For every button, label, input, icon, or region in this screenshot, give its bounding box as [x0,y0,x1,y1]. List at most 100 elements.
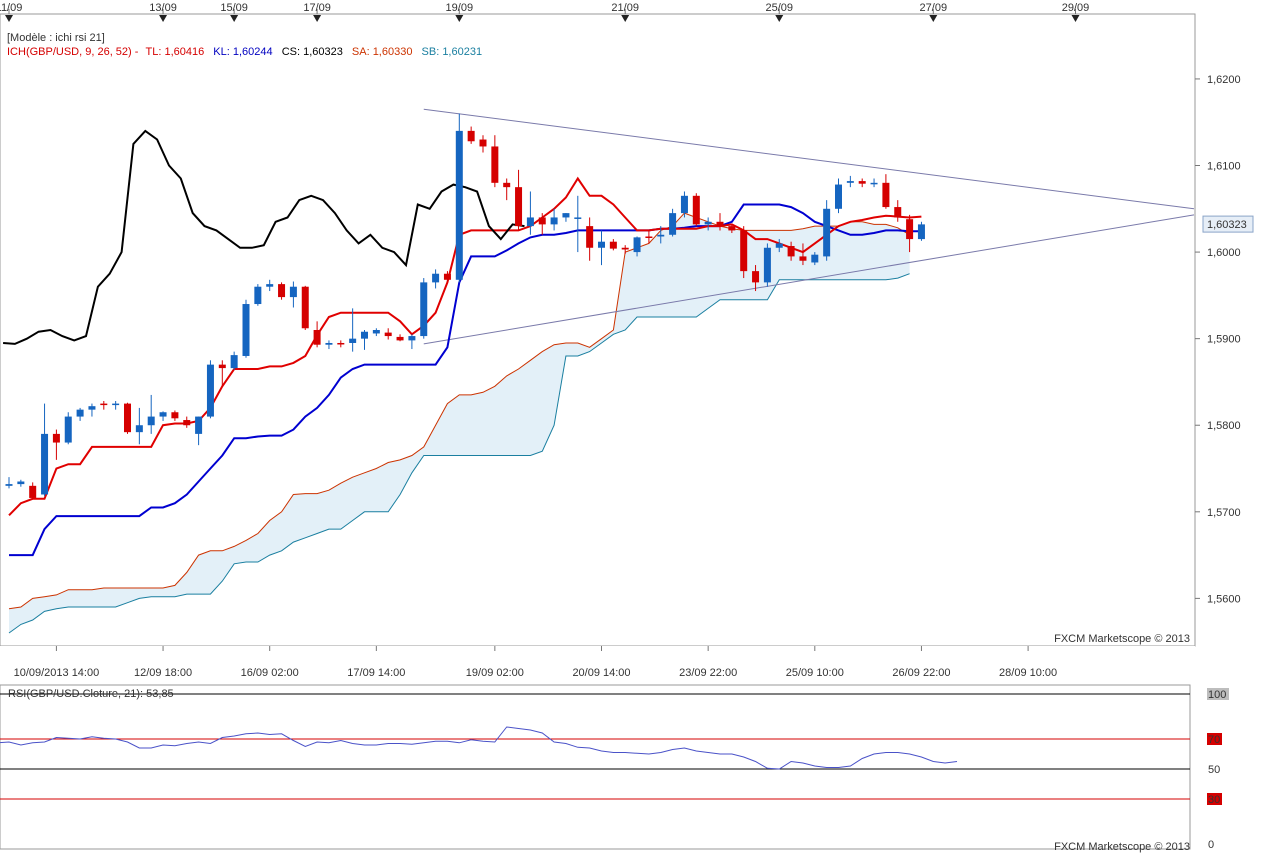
candle-body-down [301,286,309,329]
candle-body-down [171,412,179,419]
time-axis-label: 23/09 22:00 [679,667,737,679]
time-axis-label: 25/09 10:00 [786,667,844,679]
top-axis-date-label: 19/09 [446,2,474,14]
candle-body-up [574,217,582,219]
candle-body-down [503,182,511,188]
candle-body-up [372,330,380,334]
candle-body-down [906,219,914,240]
candle-body-down [491,146,499,183]
chikou-value: CS: 1,60323 [281,46,343,58]
candle-body-up [408,336,416,341]
rsi-tick-label: 70 [1208,734,1220,746]
candle-body-up [41,433,49,495]
candle-body-up [289,286,297,298]
top-axis-date-label: 21/09 [611,2,639,14]
senkou-b-value: SB: 1,60231 [421,46,483,58]
candle-body-down [396,336,404,341]
rsi-legend: RSI(GBP/USD.Cloture, 21): 53,85 [8,688,174,700]
main-panel: FXCM Marketscope © 2013 [0,13,1200,647]
candle-body-up [432,273,440,283]
candle-body-up [325,342,333,345]
price-tick-label: 1,5600 [1207,593,1241,605]
rsi-tick-label: 100 [1208,689,1226,701]
candle-body-down [621,247,629,250]
candle-body-up [917,224,925,240]
time-axis-label: 19/09 02:00 [466,667,524,679]
kijun-value: KL: 1,60244 [213,46,273,58]
candlesticks [5,113,925,499]
price-tick-label: 1,5800 [1207,420,1241,432]
candle-body-up [704,221,712,225]
candle-body-down [52,433,60,443]
candle-body-up [846,181,854,183]
rsi-plot-background [0,684,1191,850]
time-axis-background [0,646,1195,685]
candle-body-down [645,236,653,238]
rsi-tick-label: 0 [1208,839,1214,851]
candle-body-down [752,271,760,283]
candle-body-down [313,330,321,345]
template-text: [Modèle : ichi rsi 21] [7,32,105,44]
candle-body-down [29,485,37,498]
kijun-sen-line [9,203,922,557]
candle-body-up [669,213,677,235]
top-axis-marker-icon [1071,15,1080,22]
candle-body-up [598,241,605,248]
candle-body-up [135,425,143,433]
top-axis-marker-icon [230,15,239,22]
candle-body-up [242,304,250,356]
candle-body-up [633,237,641,253]
candle-body-up [870,182,878,185]
candle-body-down [467,130,475,142]
tenkan-sen-line [8,176,922,517]
top-axis-marker-icon [159,15,168,22]
candle-body-down [218,364,226,369]
template-label: [Modèle : ichi rsi 21] [7,32,105,44]
candle-body-down [799,256,807,261]
time-axis-label: 10/09/2013 14:00 [14,667,100,679]
trendline [423,214,1195,345]
main-plot-background [0,13,1196,647]
rsi-watermark: FXCM Marketscope © 2013 [1054,841,1190,853]
candle-body-down [882,182,890,208]
price-tick-labels: 1,5600 1,5700 1,5800 1,5900 1,6000 1,6100 1,62… [1207,74,1241,605]
candle-body-up [811,254,819,263]
candle-body-down [100,403,108,406]
rsi-tick-label: 50 [1208,764,1220,776]
time-axis-label: 20/09 14:00 [572,667,630,679]
candle-body-up [420,282,428,337]
candle-body-down [858,181,866,184]
candle-body-up [5,484,13,486]
candle-body-up [835,184,842,209]
top-axis-date-label: 17/09 [303,2,331,14]
candle-body-down [894,207,902,218]
top-axis-date-label: 11/09 [0,2,22,14]
candle-body-up [657,234,665,237]
candle-body-up [147,416,155,426]
top-axis-labels: 11/09 13/09 15/09 17/09 19/09 21/09 25/09 27/09… [0,2,1089,22]
top-axis-marker-icon [5,15,13,22]
price-tick-label: 1,5700 [1207,507,1241,519]
trendline [423,108,1195,210]
rsi-level-badge [1207,688,1229,700]
rsi-tick-label: 30 [1208,794,1220,806]
candle-body-down [716,221,724,227]
grid-layer [1195,78,1200,599]
candle-body-up [17,481,25,485]
candle-body-down [787,246,795,257]
senkou-a-value: SA: 1,60330 [351,46,413,58]
time-axis-label: 28/09 10:00 [999,667,1057,679]
candle-body-up [230,355,238,369]
top-axis-date-label: 13/09 [149,2,177,14]
candle-body-up [266,284,274,287]
top-axis-marker-icon [775,15,784,22]
price-axis: 1,5600 1,5700 1,5800 1,5900 1,6000 1,6100 1,62… [1202,74,1254,605]
candle-body-up [526,217,534,227]
candle-body-up [159,412,167,417]
top-axis-date-label: 25/09 [765,2,793,14]
top-axis-date-label: 27/09 [920,2,948,14]
candle-body-up [775,243,783,248]
last-price-box [1202,215,1254,233]
candle-body-up [349,338,357,343]
rsi-levels [0,693,1190,800]
